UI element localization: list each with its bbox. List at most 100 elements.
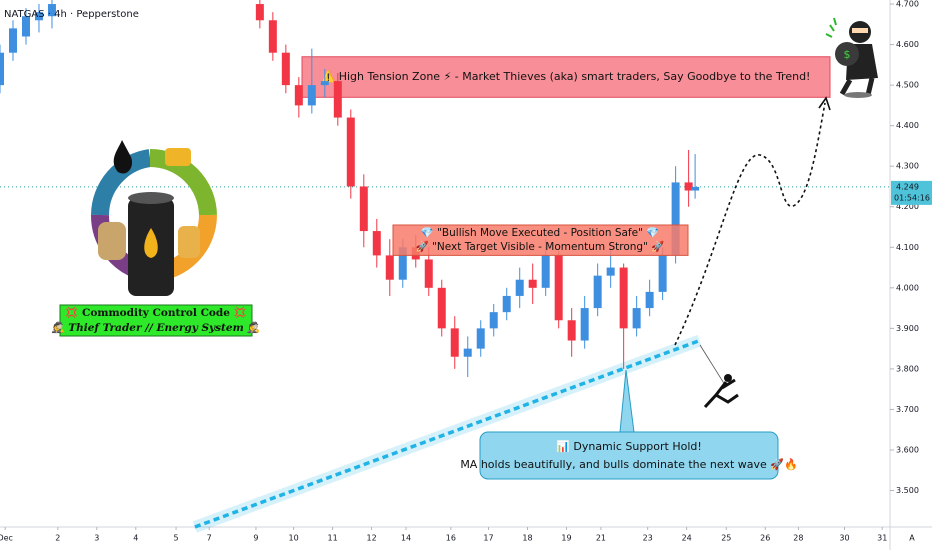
- candle-body: [645, 291, 654, 309]
- candle-body: [437, 287, 446, 329]
- candle-body: [515, 279, 524, 296]
- chart-title: NATGAS · 4h · Pepperstone: [4, 9, 139, 20]
- y-tick-label: 4.400: [896, 121, 919, 130]
- candle-body: [333, 81, 342, 118]
- candle-body: [320, 81, 329, 86]
- candle-body: [268, 20, 277, 53]
- x-tick-label: 19: [561, 534, 571, 543]
- y-tick-label: 4.700: [896, 0, 919, 9]
- countdown-label: 01:54:16: [894, 193, 930, 202]
- candle-body: [450, 328, 459, 357]
- x-tick-label: 4: [133, 534, 138, 543]
- target-line: 💎 "Bullish Move Executed - Position Safe…: [421, 227, 660, 239]
- callout-line: 📊 Dynamic Support Hold!: [556, 440, 702, 453]
- y-tick-label: 4.500: [896, 81, 919, 90]
- candle-body: [255, 4, 264, 21]
- y-tick-label: 3.600: [896, 445, 919, 454]
- candle-body: [0, 52, 4, 86]
- zone-label: ⚠️ High Tension Zone ⚡ - Market Thieves …: [322, 70, 811, 83]
- x-tick-label: 23: [643, 534, 653, 543]
- energy-cycle-icon: [90, 140, 217, 296]
- x-tick-label: Dec: [0, 534, 13, 543]
- candle-body: [502, 295, 511, 313]
- candle-body: [346, 117, 355, 187]
- x-tick-label: 24: [682, 534, 692, 543]
- candle-body: [398, 247, 407, 280]
- candle-body: [580, 308, 589, 341]
- candle-body: [372, 231, 381, 256]
- x-tick-label: 11: [328, 534, 338, 543]
- x-tick-label: 7: [207, 534, 212, 543]
- falling-figure: [699, 344, 739, 409]
- x-tick-label: 28: [793, 534, 803, 543]
- candle-body: [619, 267, 628, 329]
- y-tick-label: 4.000: [896, 283, 919, 292]
- x-tick-label: 17: [483, 534, 493, 543]
- x-tick-label: 12: [366, 534, 376, 543]
- candle-body: [476, 328, 485, 349]
- badge-line: 💢 Commodity Control Code 💢: [65, 306, 246, 319]
- candle-body: [21, 16, 30, 37]
- candle-body: [541, 255, 550, 288]
- badge-line: 🕵 Thief Trader // Energy System 🕵: [52, 321, 264, 334]
- candle-body: [424, 259, 433, 288]
- x-tick-label: 5: [174, 534, 179, 543]
- svg-text:$: $: [844, 48, 851, 61]
- y-tick-label: 3.800: [896, 364, 919, 373]
- projection-arrowhead: [818, 96, 831, 111]
- axis-mode: A: [909, 534, 915, 543]
- x-tick-label: 31: [877, 534, 887, 543]
- x-tick-label: 21: [596, 534, 606, 543]
- y-tick-label: 4.200: [896, 202, 919, 211]
- y-tick-label: 3.900: [896, 324, 919, 333]
- ma-band: [192, 334, 702, 533]
- candle-body: [34, 12, 43, 21]
- y-tick-label: 3.700: [896, 405, 919, 414]
- x-tick-label: 18: [522, 534, 532, 543]
- x-tick-label: 14: [401, 534, 411, 543]
- x-tick-label: 25: [721, 534, 731, 543]
- x-tick-label: 10: [289, 534, 299, 543]
- candle-body: [684, 182, 693, 191]
- candle-body: [463, 348, 472, 357]
- candle-body: [528, 279, 537, 288]
- candle-body: [47, 4, 56, 17]
- candle-body: [281, 52, 290, 86]
- target-box: [392, 224, 689, 256]
- thief-illustration: $: [825, 17, 878, 98]
- last-price-label: 4.249: [896, 182, 919, 191]
- y-tick-label: 4.600: [896, 40, 919, 49]
- badge-box: [59, 304, 253, 337]
- callout-box: [479, 431, 779, 480]
- candle-body: [671, 182, 680, 256]
- callout-line: MA holds beautifully, and bulls dominate…: [460, 458, 797, 471]
- x-tick-label: 16: [446, 534, 456, 543]
- candle-body: [658, 255, 667, 292]
- y-tick-label: 4.100: [896, 243, 919, 252]
- candle-body: [385, 255, 394, 280]
- candle-body: [8, 28, 17, 53]
- candle-body: [359, 186, 368, 232]
- x-tick-label: 3: [94, 534, 99, 543]
- candle-body: [554, 255, 563, 321]
- y-tick-label: 3.500: [896, 486, 919, 495]
- candle-body: [606, 267, 615, 276]
- projection-path: [674, 102, 826, 346]
- candle-body: [307, 85, 316, 106]
- candle-body: [593, 275, 602, 309]
- y-tick-label: 4.300: [896, 162, 919, 171]
- x-tick-label: 30: [839, 534, 849, 543]
- candle-body: [294, 85, 303, 106]
- x-tick-label: 2: [55, 534, 60, 543]
- last-price-tag: [891, 180, 932, 205]
- zone-box: [301, 56, 831, 98]
- candle-body: [489, 312, 498, 329]
- x-tick-label: 9: [253, 534, 258, 543]
- x-tick-label: 26: [760, 534, 770, 543]
- candle-body: [691, 186, 700, 191]
- candle-body: [632, 308, 641, 329]
- candle-body: [567, 320, 576, 341]
- target-line: 🚀 "Next Target Visible - Momentum Strong…: [416, 240, 665, 253]
